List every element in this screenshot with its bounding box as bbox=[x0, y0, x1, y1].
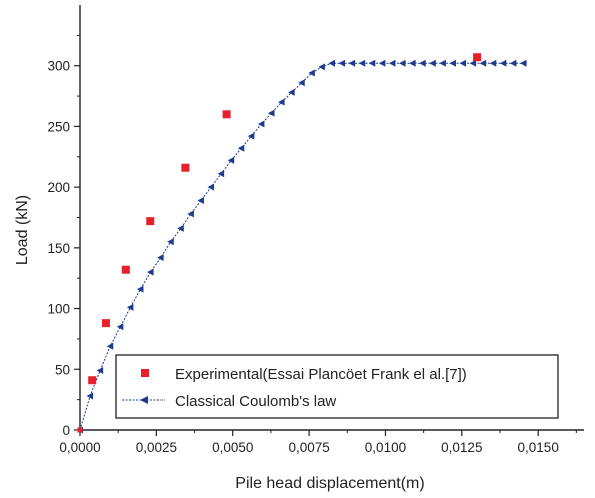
experimental-point bbox=[101, 319, 110, 328]
coulomb-point bbox=[177, 224, 184, 232]
coulomb-point bbox=[278, 98, 285, 106]
experimental-point bbox=[121, 265, 130, 274]
coulomb-point bbox=[388, 59, 396, 67]
coulomb-point bbox=[378, 59, 386, 67]
legend-label-experimental: Experimental(Essai Plancöet Frank el al.… bbox=[175, 366, 467, 383]
series-group bbox=[76, 53, 527, 434]
coulomb-point bbox=[237, 144, 245, 152]
experimental-point bbox=[77, 427, 83, 433]
coulomb-point bbox=[207, 183, 215, 191]
coulomb-point bbox=[298, 79, 305, 87]
coulomb-point bbox=[187, 210, 194, 218]
coulomb-point bbox=[409, 59, 416, 67]
coulomb-point bbox=[479, 59, 487, 67]
coulomb-point bbox=[429, 59, 436, 67]
coulomb-point bbox=[308, 69, 315, 77]
experimental-point bbox=[88, 376, 97, 385]
x-tick-label: 0,0150 bbox=[518, 440, 559, 455]
coulomb-point bbox=[489, 59, 497, 67]
coulomb-point bbox=[197, 197, 204, 204]
coulomb-point bbox=[86, 392, 94, 400]
x-tick-label: 0,0025 bbox=[136, 440, 177, 455]
y-tick-label: 0 bbox=[62, 423, 70, 438]
coulomb-point bbox=[136, 285, 144, 293]
coulomb-point bbox=[358, 59, 366, 67]
coulomb-point bbox=[247, 132, 255, 140]
coulomb-point bbox=[520, 59, 527, 67]
coulomb-point bbox=[368, 59, 376, 67]
coulomb-point bbox=[449, 59, 456, 67]
y-tick-label: 50 bbox=[55, 362, 70, 377]
legend-box bbox=[115, 354, 559, 419]
y-tick-label: 300 bbox=[47, 59, 70, 74]
experimental-point bbox=[181, 163, 190, 172]
y-tick-label: 200 bbox=[47, 180, 70, 195]
experimental-point bbox=[146, 217, 155, 226]
ticks-group: 0 50 100 150 200 250 300 0,0000 0,0025 0,0050 0,00… bbox=[47, 34, 577, 455]
coulomb-point bbox=[509, 59, 517, 67]
x-axis-title: Pile head displacement(m) bbox=[235, 475, 424, 492]
y-tick-label: 150 bbox=[47, 241, 70, 256]
experimental-point bbox=[222, 110, 231, 119]
coulomb-point bbox=[469, 59, 477, 67]
coulomb-point bbox=[106, 342, 114, 350]
coulomb-point bbox=[126, 303, 134, 311]
coulomb-point bbox=[499, 59, 507, 67]
x-tick-label: 0,0050 bbox=[212, 440, 253, 455]
legend-label-coulomb: Classical Coulomb's law bbox=[175, 393, 336, 410]
y-axis-title: Load (kN) bbox=[14, 195, 31, 265]
coulomb-point bbox=[459, 59, 467, 67]
coulomb-point bbox=[268, 109, 275, 117]
x-tick-label: 0,0000 bbox=[59, 440, 100, 455]
x-tick-label: 0,0100 bbox=[365, 440, 406, 455]
coulomb-point bbox=[167, 238, 174, 246]
coulomb-point bbox=[419, 59, 426, 67]
legend-marker-coulomb bbox=[140, 396, 148, 404]
x-tick-label: 0,0075 bbox=[288, 440, 329, 455]
coulomb-point bbox=[399, 59, 406, 67]
coulomb-point bbox=[257, 120, 265, 128]
coulomb-point bbox=[348, 59, 356, 67]
coulomb-point bbox=[116, 323, 124, 331]
y-tick-label: 100 bbox=[47, 302, 70, 317]
coulomb-point bbox=[227, 156, 235, 164]
coulomb-point bbox=[288, 88, 295, 96]
coulomb-point bbox=[157, 254, 164, 262]
coulomb-point bbox=[328, 59, 335, 67]
y-tick-label: 250 bbox=[47, 119, 70, 134]
coulomb-point bbox=[147, 268, 154, 276]
legend-marker-experimental bbox=[141, 369, 149, 377]
coulomb-point bbox=[318, 63, 325, 71]
coulomb-point bbox=[338, 59, 346, 67]
coulomb-point bbox=[96, 367, 104, 374]
x-tick-label: 0,0125 bbox=[441, 440, 482, 455]
coulomb-point bbox=[439, 59, 446, 67]
experimental-point bbox=[473, 53, 482, 62]
coulomb-point bbox=[217, 170, 225, 178]
legend: Experimental(Essai Plancöet Frank el al.… bbox=[115, 354, 559, 419]
